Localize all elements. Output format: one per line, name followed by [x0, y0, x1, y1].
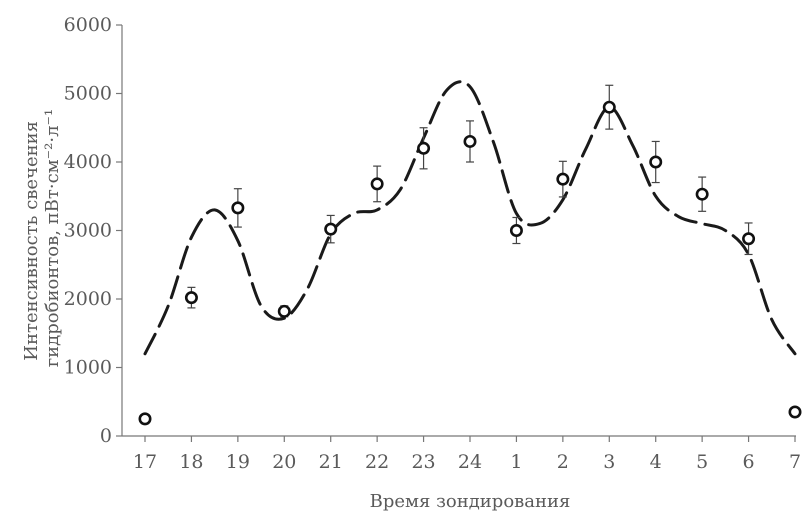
x-tick-label: 2: [557, 451, 569, 473]
y-tick-label: 0: [100, 425, 112, 447]
y-tick-label: 3000: [64, 220, 112, 242]
x-tick-label: 19: [226, 451, 250, 473]
x-tick-label: 7: [789, 451, 801, 473]
y-axis-title-line-2: гидробионтов, пВт·см⁻²·л⁻¹: [42, 109, 63, 368]
data-point: [138, 412, 152, 426]
x-tick-label: 24: [458, 451, 482, 473]
y-tick-label: 5000: [64, 83, 112, 105]
y-axis-title-line-1: Интенсивность свечения: [21, 121, 42, 361]
x-tick-label: 5: [696, 451, 708, 473]
x-axis-title: Время зондирования: [370, 491, 571, 512]
x-tick-label: 4: [650, 451, 662, 473]
data-point: [602, 100, 616, 114]
data-point: [324, 222, 338, 236]
fitted-curve-line: [143, 80, 797, 356]
data-point: [556, 172, 570, 186]
data-point: [788, 405, 802, 419]
x-tick-label: 3: [603, 451, 615, 473]
x-tick-label: 6: [743, 451, 755, 473]
data-point: [509, 224, 523, 238]
data-points-layer: [138, 84, 802, 426]
x-ticks: 17 18 19 20 21 22 23 24 1 2 3 4 5 6 7: [133, 436, 801, 473]
x-tick-label: 21: [319, 451, 343, 473]
y-axis-title: Интенсивность свечения гидробионтов, пВт…: [21, 109, 63, 368]
x-tick-label: 23: [411, 451, 435, 473]
axes: [121, 25, 796, 437]
data-point: [277, 304, 291, 318]
x-tick-label: 1: [510, 451, 522, 473]
data-point: [184, 291, 198, 305]
x-tick-label: 17: [133, 451, 157, 473]
y-tick-label: 2000: [64, 288, 112, 310]
data-point: [231, 201, 245, 215]
data-point: [649, 155, 663, 169]
fitted-curve-layer: [143, 80, 797, 356]
x-tick-label: 22: [365, 451, 389, 473]
data-point: [463, 134, 477, 148]
y-tick-label: 4000: [64, 151, 112, 173]
y-tick-label: 6000: [64, 14, 112, 36]
x-tick-label: 18: [179, 451, 203, 473]
y-ticks: 0 1000 2000 3000 4000 5000 6000: [64, 14, 122, 447]
y-tick-label: 1000: [64, 357, 112, 379]
data-point: [370, 177, 384, 191]
data-point: [742, 232, 756, 246]
data-point: [417, 141, 431, 155]
data-point: [695, 187, 709, 201]
x-tick-label: 20: [272, 451, 296, 473]
